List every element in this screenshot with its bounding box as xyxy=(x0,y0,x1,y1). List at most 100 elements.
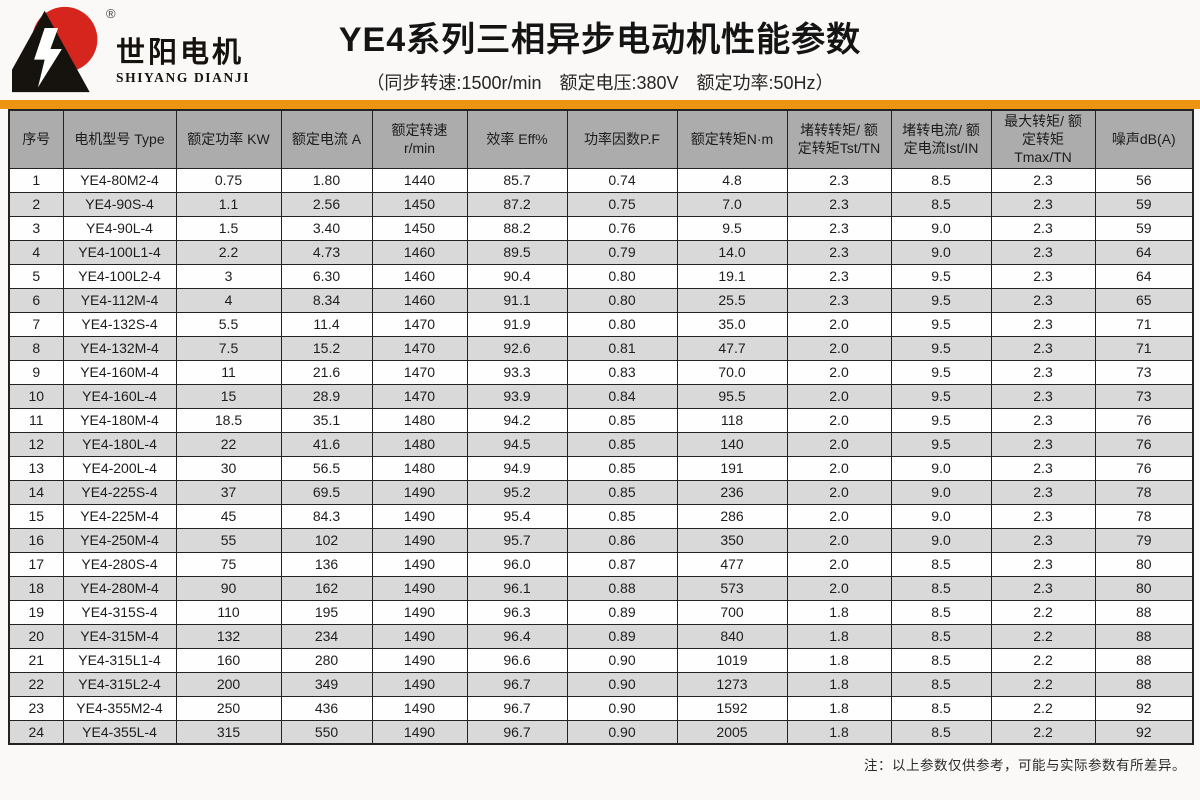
table-cell: 2.0 xyxy=(786,359,892,385)
table-cell: 0.83 xyxy=(566,359,678,385)
table-cell: YE4-315L2-4 xyxy=(62,671,177,697)
table-cell: 8.5 xyxy=(890,671,992,697)
table-row: 3 YE4-90L-4 1.5 3.40 1450 88.2 0.76 9.5 2.3 9.0 2.… xyxy=(8,215,1194,241)
table-cell: 3 xyxy=(175,263,282,289)
table-cell: 78 xyxy=(1094,503,1194,529)
column-header: 额定转速 r/min xyxy=(371,109,468,169)
table-cell: 0.90 xyxy=(566,695,678,721)
table-cell: 22 xyxy=(175,431,282,457)
table-cell: 8.5 xyxy=(890,695,992,721)
table-cell: 64 xyxy=(1094,239,1194,265)
table-cell: 7.5 xyxy=(175,335,282,361)
table-cell: 1470 xyxy=(371,383,468,409)
table-cell: 0.76 xyxy=(566,215,678,241)
table-cell: 20 xyxy=(8,623,64,649)
table-cell: 88 xyxy=(1094,647,1194,673)
table-row: 16 YE4-250M-4 55 102 1490 95.7 0.86 350 2.0 9.0 2.… xyxy=(8,527,1194,553)
table-row: 15 YE4-225M-4 45 84.3 1490 95.4 0.85 286 2.0 9.0 2… xyxy=(8,503,1194,529)
table-cell: YE4-160L-4 xyxy=(62,383,177,409)
table-cell: 11 xyxy=(8,407,64,433)
table-cell: 132 xyxy=(175,623,282,649)
table-cell: 0.88 xyxy=(566,575,678,601)
table-row: 9 YE4-160M-4 11 21.6 1470 93.3 0.83 70.0 2.0 9.5 2… xyxy=(8,359,1194,385)
table-cell: 1019 xyxy=(676,647,788,673)
table-cell: 2.3 xyxy=(786,239,892,265)
table-cell: 96.7 xyxy=(466,671,568,697)
table-cell: 5.5 xyxy=(175,311,282,337)
table-cell: 8.5 xyxy=(890,719,992,745)
table-cell: 195 xyxy=(280,599,373,625)
table-cell: YE4-225S-4 xyxy=(62,479,177,505)
brand-name-cn: 世阳电机 xyxy=(116,37,245,69)
table-cell: 9.0 xyxy=(890,479,992,505)
table-cell: 79 xyxy=(1094,527,1194,553)
table-cell: YE4-315L1-4 xyxy=(62,647,177,673)
table-cell: 2.2 xyxy=(990,647,1096,673)
table-cell: YE4-100L2-4 xyxy=(62,263,177,289)
table-cell: 2.0 xyxy=(786,335,892,361)
table-cell: 191 xyxy=(676,455,788,481)
table-cell: 0.85 xyxy=(566,407,678,433)
table-row: 19 YE4-315S-4 110 195 1490 96.3 0.89 700 1.8 8.5 2… xyxy=(8,599,1194,625)
table-row: 23 YE4-355M2-4 250 436 1490 96.7 0.90 1592 1.8 8.… xyxy=(8,695,1194,721)
table-cell: 95.7 xyxy=(466,527,568,553)
table-cell: YE4-200L-4 xyxy=(62,455,177,481)
table-cell: 9.0 xyxy=(890,239,992,265)
brand-text-block: 世阳电机 SHIYANG DIANJI xyxy=(116,38,250,86)
table-cell: 2.0 xyxy=(786,431,892,457)
table-cell: 1480 xyxy=(371,455,468,481)
table-cell: 9.0 xyxy=(890,455,992,481)
table-cell: 96.1 xyxy=(466,575,568,601)
table-cell: 13 xyxy=(8,455,64,481)
table-cell: 21 xyxy=(8,647,64,673)
brand-logo: ® 世阳电机 SHIYANG DIANJI xyxy=(12,4,250,96)
table-cell: 1470 xyxy=(371,311,468,337)
table-row: 12 YE4-180L-4 22 41.6 1480 94.5 0.85 140 2.0 9.5 2… xyxy=(8,431,1194,457)
table-cell: 9.5 xyxy=(890,311,992,337)
table-cell: 2.2 xyxy=(990,719,1096,745)
table-cell: 4.73 xyxy=(280,239,373,265)
column-header: 堵转电流/ 额 定电流Ist/IN xyxy=(890,109,992,169)
table-cell: 200 xyxy=(175,671,282,697)
table-cell: 1460 xyxy=(371,263,468,289)
table-cell: 8.5 xyxy=(890,623,992,649)
table-cell: 1.8 xyxy=(786,671,892,697)
table-cell: 8.5 xyxy=(890,647,992,673)
table-cell: 1592 xyxy=(676,695,788,721)
table-cell: 91.1 xyxy=(466,287,568,313)
table-cell: 9.0 xyxy=(890,215,992,241)
table-cell: 700 xyxy=(676,599,788,625)
title-block: YE4系列三相异步电动机性能参数 （同步转速:1500r/min 额定电压:38… xyxy=(0,12,1200,95)
table-cell: 1470 xyxy=(371,335,468,361)
table-cell: 1460 xyxy=(371,239,468,265)
table-cell: 0.85 xyxy=(566,479,678,505)
table-cell: 94.9 xyxy=(466,455,568,481)
table-header: 序号 电机型号 Type 额定功率 KW 额定电流 A 额定转速 r/min 效率 Eff… xyxy=(8,109,1194,169)
table-cell: 0.85 xyxy=(566,455,678,481)
table-cell: 12 xyxy=(8,431,64,457)
table-cell: 47.7 xyxy=(676,335,788,361)
table-cell: YE4-90S-4 xyxy=(62,191,177,217)
table-cell: 3 xyxy=(8,215,64,241)
table-cell: 9.5 xyxy=(676,215,788,241)
table-cell: 90.4 xyxy=(466,263,568,289)
table-cell: 1490 xyxy=(371,719,468,745)
table-cell: 0.85 xyxy=(566,503,678,529)
table-cell: 92 xyxy=(1094,719,1194,745)
table-cell: 2.3 xyxy=(990,527,1096,553)
table-cell: 0.87 xyxy=(566,551,678,577)
table-cell: 2.0 xyxy=(786,575,892,601)
table-cell: 9.5 xyxy=(890,359,992,385)
table-cell: 550 xyxy=(280,719,373,745)
table-cell: 7.0 xyxy=(676,191,788,217)
table-cell: 9.0 xyxy=(890,503,992,529)
table-cell: 37 xyxy=(175,479,282,505)
table-cell: 2.0 xyxy=(786,479,892,505)
table-cell: 56 xyxy=(1094,167,1194,193)
table-cell: 1.8 xyxy=(786,695,892,721)
table-cell: 2.3 xyxy=(990,215,1096,241)
table-cell: 93.3 xyxy=(466,359,568,385)
table-cell: 94.2 xyxy=(466,407,568,433)
table-cell: 93.9 xyxy=(466,383,568,409)
table-cell: YE4-112M-4 xyxy=(62,287,177,313)
